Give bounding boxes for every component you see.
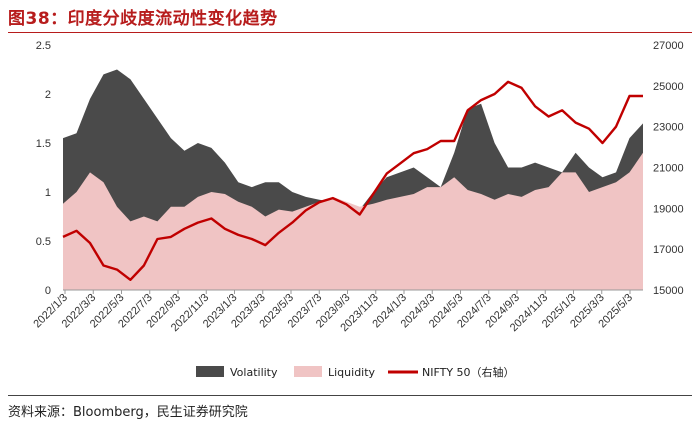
left-axis: 0 0.5 1 1.5 2 2.5 [36,40,51,297]
legend-swatch-volatility [196,366,224,377]
area-series [63,69,643,290]
right-axis-tick-label: 25000 [653,81,684,93]
chart-title: 图38：印度分歧度流动性变化趋势 [8,9,278,29]
line-series [62,80,643,281]
right-axis-tick-label: 15000 [653,285,684,297]
right-axis-tick-label: 27000 [653,40,684,52]
right-axis: 15000 17000 19000 21000 23000 25000 27000 [653,40,684,297]
left-axis-tick-label: 0.5 [36,236,51,248]
title-divider [8,32,692,33]
source-note: 资料来源：Bloomberg，民生证券研究院 [8,405,248,420]
series-area-liquidity [63,152,643,290]
left-axis-tick-label: 2 [45,89,51,101]
right-axis-tick-label: 19000 [653,203,684,215]
footer-divider [8,395,692,396]
right-axis-tick-label: 23000 [653,122,684,134]
right-axis-tick-label: 21000 [653,163,684,175]
series-line-nifty-50 [62,80,643,281]
legend: Volatility Liquidity NIFTY 50（右轴） [196,365,515,379]
legend-label: Volatility [230,366,278,379]
left-axis-tick-label: 1.5 [36,138,51,150]
legend-label: Liquidity [328,366,376,379]
left-axis-tick-label: 0 [45,285,51,297]
legend-swatch-liquidity [294,366,322,377]
right-axis-tick-label: 17000 [653,244,684,256]
x-axis: 2022/1/32022/3/32022/5/32022/7/32022/9/3… [31,289,643,334]
left-axis-tick-label: 2.5 [36,40,51,52]
left-axis-tick-label: 1 [45,187,51,199]
legend-label: NIFTY 50（右轴） [422,365,515,379]
chart-canvas: 0 0.5 1 1.5 2 2.5 15000 17000 19000 21000 23000 25… [31,40,684,379]
